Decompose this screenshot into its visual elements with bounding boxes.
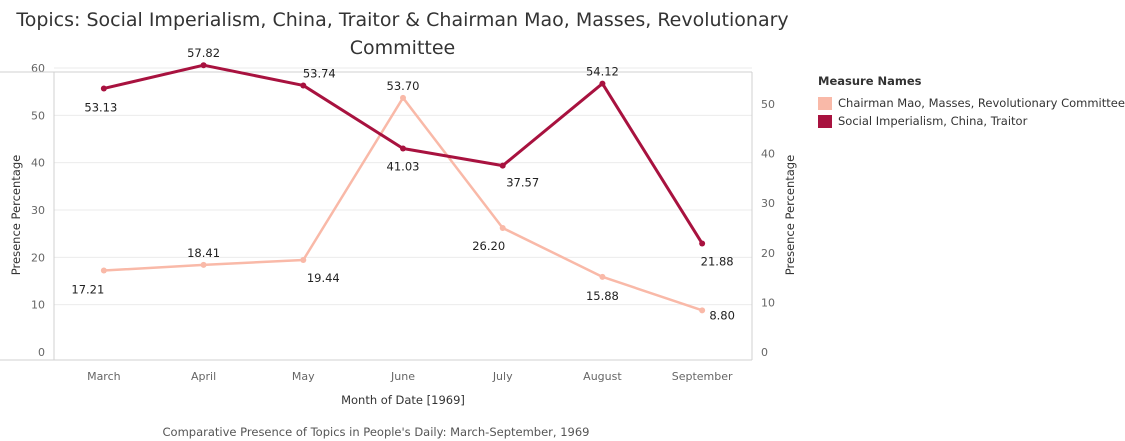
legend-item-chairman-mao[interactable]: Chairman Mao, Masses, Revolutionary Comm… [818, 94, 1125, 112]
data-label-chairman-mao: 19.44 [307, 271, 340, 285]
data-label-chairman-mao: 17.21 [71, 283, 104, 297]
data-point-social-imperialism [200, 62, 207, 69]
y-right-tick-label: 30 [761, 197, 775, 210]
data-label-social-imperialism: 53.74 [303, 66, 336, 80]
legend: Measure Names Chairman Mao, Masses, Revo… [818, 74, 1125, 130]
data-label-social-imperialism: 41.03 [387, 159, 420, 173]
legend-item-social-imperialism[interactable]: Social Imperialism, China, Traitor [818, 112, 1125, 130]
data-point-chairman-mao [499, 224, 506, 231]
line-chart: 0 10 20 30 40 50 60 0 10 20 30 40 50 March April May Jun… [0, 46, 797, 407]
y-left-tick-label: 60 [31, 62, 45, 75]
data-point-social-imperialism [100, 85, 107, 92]
data-point-chairman-mao [599, 273, 606, 280]
data-label-social-imperialism: 54.12 [586, 65, 619, 79]
legend-label-social-imperialism: Social Imperialism, China, Traitor [838, 114, 1028, 128]
x-tick-label: June [390, 370, 415, 383]
data-point-chairman-mao [699, 307, 706, 314]
data-label-social-imperialism: 53.13 [84, 100, 117, 114]
x-tick-label: September [672, 370, 733, 383]
y-left-tick-label: 50 [31, 109, 45, 122]
data-point-social-imperialism [300, 82, 307, 89]
y-left-tick-label: 40 [31, 157, 45, 170]
data-point-chairman-mao [400, 94, 406, 101]
data-label-chairman-mao: 26.20 [472, 239, 505, 253]
data-label-chairman-mao: 15.88 [586, 289, 619, 303]
legend-swatch-chairman-mao [818, 96, 832, 110]
y-left-tick-label: 20 [31, 251, 45, 264]
x-tick-label: April [191, 370, 216, 383]
data-point-chairman-mao [300, 256, 307, 263]
data-point-social-imperialism [699, 240, 706, 247]
data-label-social-imperialism: 21.88 [701, 254, 734, 268]
x-axis-title: Month of Date [1969] [341, 393, 465, 407]
data-point-chairman-mao [100, 267, 107, 274]
data-point-social-imperialism [400, 145, 406, 152]
chart-title: Topics: Social Imperialism, China, Trait… [16, 9, 789, 59]
data-label-chairman-mao: 53.70 [387, 79, 420, 93]
y-left-tick-label: 30 [31, 204, 45, 217]
legend-label-chairman-mao: Chairman Mao, Masses, Revolutionary Comm… [838, 96, 1125, 110]
legend-swatch-social-imperialism [818, 114, 832, 128]
series-line-chairman-mao [102, 96, 704, 312]
y-right-tick-label: 0 [761, 346, 768, 359]
y-left-tick-label: 10 [31, 299, 45, 312]
x-tick-label: May [292, 370, 315, 383]
y-right-tick-label: 20 [761, 247, 775, 260]
data-point-chairman-mao [200, 261, 207, 268]
x-tick-label: March [87, 370, 121, 383]
data-point-social-imperialism [499, 162, 506, 169]
x-tick-label: July [492, 370, 513, 383]
data-label-chairman-mao: 18.41 [187, 246, 220, 260]
y-right-tick-label: 50 [761, 98, 775, 111]
data-label-social-imperialism: 37.57 [506, 176, 539, 190]
y-right-tick-label: 10 [761, 296, 775, 309]
data-label-chairman-mao: 8.80 [709, 308, 735, 322]
legend-title: Measure Names [818, 74, 922, 88]
y-right-axis-title: Presence Percentage [783, 155, 797, 275]
data-label-social-imperialism: 57.82 [187, 46, 220, 60]
y-left-axis-title: Presence Percentage [9, 155, 23, 275]
x-tick-label: August [583, 370, 622, 383]
data-point-social-imperialism [599, 80, 606, 87]
y-right-tick-label: 40 [761, 148, 775, 161]
y-left-tick-label: 0 [38, 346, 45, 359]
chart-caption: Comparative Presence of Topics in People… [162, 425, 590, 439]
